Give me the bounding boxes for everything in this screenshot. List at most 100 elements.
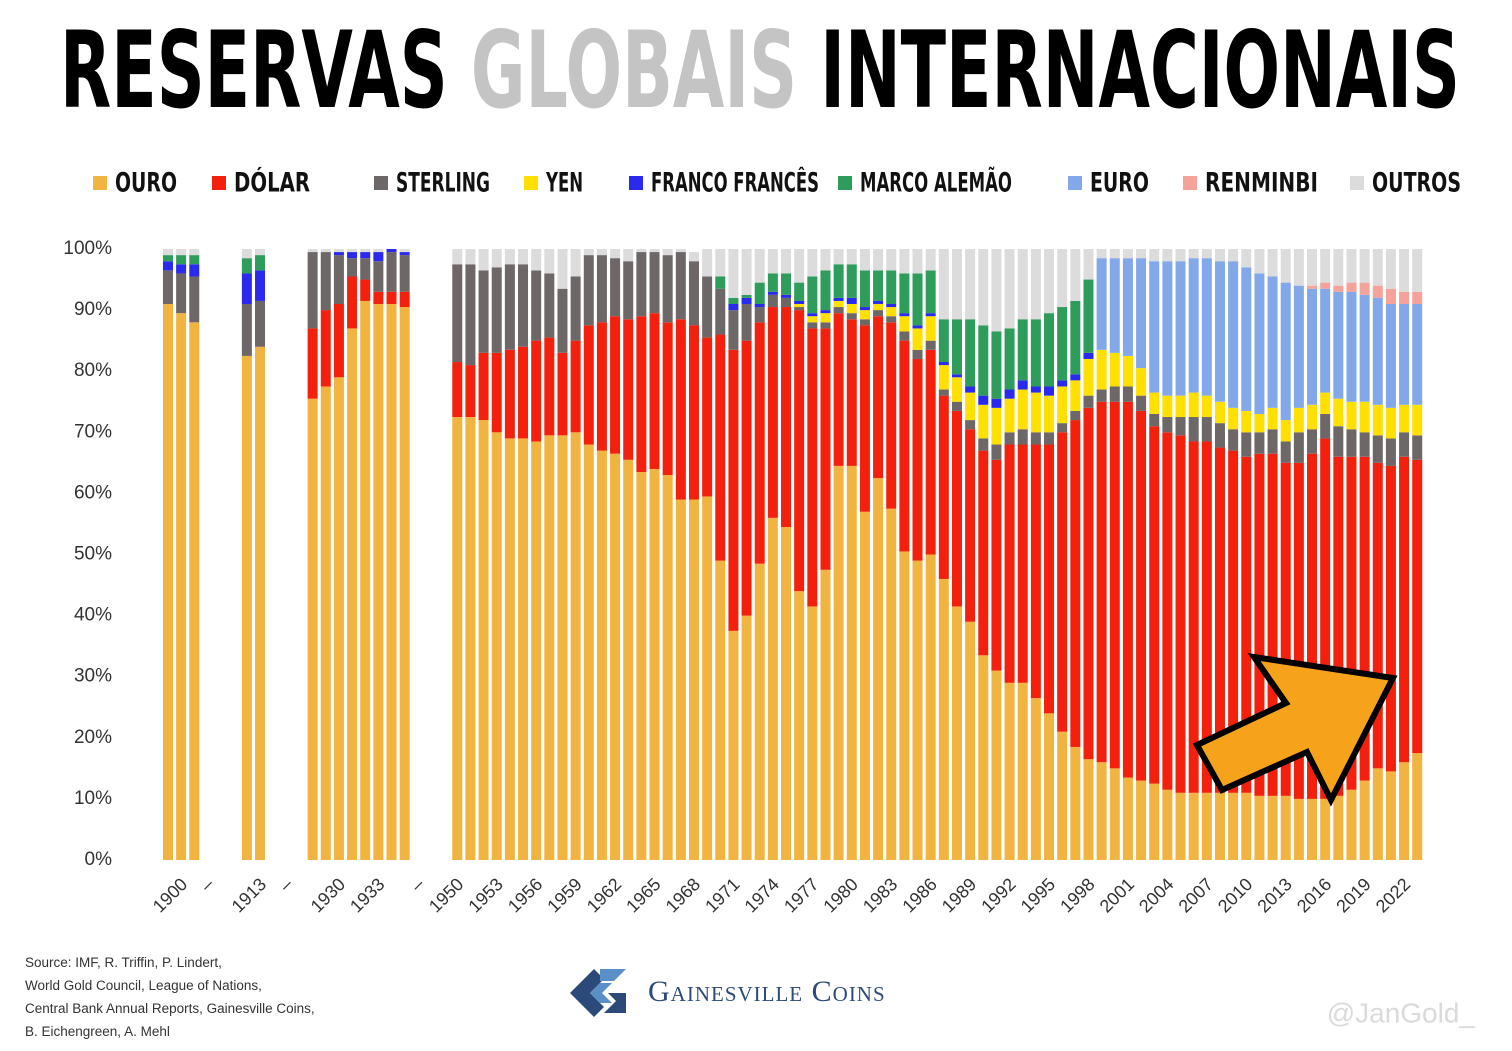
bar-segment [1004,249,1015,329]
bar-segment [1149,783,1160,860]
bar-segment [1399,432,1410,457]
bar-segment [1346,789,1357,860]
bar-segment [859,270,870,308]
bar-segment [1122,249,1133,259]
bar-segment [176,249,187,256]
x-tick-label: 1992 [977,874,1019,916]
y-tick-label: 10% [74,788,112,809]
bar-segment [715,249,726,277]
legend-label: EURO [1090,168,1149,199]
bar-segment [978,249,989,326]
title-word: RESERVAS [60,9,448,132]
bar-segment [347,252,358,259]
bar-segment [688,252,699,262]
x-tick-label: 2001 [1096,874,1138,916]
bar-segment [1162,395,1173,418]
x-tick-label: – [196,874,217,895]
bar-segment [623,459,634,860]
bar-segment [978,395,989,405]
bar-segment [859,249,870,271]
bar-segment [1320,798,1331,860]
bar-segment [1372,285,1383,298]
x-tick-label: 1980 [820,874,862,916]
bar-segment [820,328,831,570]
bar-segment [241,258,252,274]
bar-segment [1307,249,1318,286]
legend-label: DÓLAR [234,167,310,199]
bar-segment [320,386,331,860]
bar-segment [1254,249,1265,274]
bar-segment [649,249,660,253]
bar-segment [1412,753,1423,860]
bar-segment [1004,328,1015,390]
bar-segment [1096,762,1107,860]
bar-segment [255,346,266,860]
bar-segment [991,398,1002,408]
bar-segment [649,468,660,860]
bar-segment [978,438,989,451]
bar-segment [1083,407,1094,760]
bar-segment [1214,401,1225,424]
y-tick-label: 0% [85,849,113,870]
bar-segment [1359,780,1370,860]
y-tick-label: 60% [74,482,112,503]
bar-segment [1201,417,1212,442]
bar-segment [912,325,923,329]
brand-logo [570,969,626,1017]
bar-segment [557,288,568,353]
bar-segment [1201,249,1212,259]
bar-segment [491,267,502,353]
bar-segment [912,349,923,359]
bar-segment [478,270,489,353]
bar-segment [504,438,515,860]
bar-segment [1044,249,1055,314]
bar-segment [610,249,621,259]
bar-segment [938,395,949,579]
y-tick-label: 80% [74,360,112,381]
bar-segment [583,255,594,326]
bar-segment [965,392,976,421]
bar-segment [570,249,581,277]
bar-segment [307,328,318,399]
bar-segment [715,288,726,335]
x-tick-label: 1913 [228,874,270,916]
bar-segment [1162,432,1173,790]
legend-label: OUTROS [1372,168,1461,199]
x-tick-label: 1971 [701,874,743,916]
bar-segment [1109,249,1120,259]
legend-label: RENMINBI [1205,168,1318,199]
bar-segment [1241,432,1252,457]
bar-segment [399,307,410,860]
bar-segment [544,435,555,860]
bar-segment [1030,698,1041,860]
x-tick-label: 1900 [149,874,191,916]
bar-segment [1057,731,1068,860]
bar-segment [241,249,252,259]
bar-segment [1070,746,1081,860]
bar-segment [1149,426,1160,784]
bar-segment [820,270,831,311]
x-tick-label: 2004 [1135,874,1177,916]
legend-label: STERLING [396,168,490,199]
bar-segment [1109,401,1120,769]
bar-segment [912,560,923,860]
bar-segment [1385,438,1396,466]
title-word: INTERNACIONAIS [820,9,1460,132]
bar-segment [846,249,857,265]
bar-segment [504,249,515,265]
bar-segment [1293,285,1304,408]
x-tick-label: 1986 [898,874,940,916]
bar-segment [1293,407,1304,433]
bar-segment [1346,249,1357,283]
bar-segment [623,261,634,320]
brand-name: Gainesville Coins [648,975,886,1008]
bar-segment [702,337,713,497]
bar-segment [1307,288,1318,405]
x-tick-label: 1983 [859,874,901,916]
bar-segment [320,252,331,311]
bar-segment [1385,303,1396,408]
bar-segment [557,435,568,860]
bar-segment [386,249,397,253]
bar-segment [1057,380,1068,387]
x-tick-label: – [275,874,296,895]
